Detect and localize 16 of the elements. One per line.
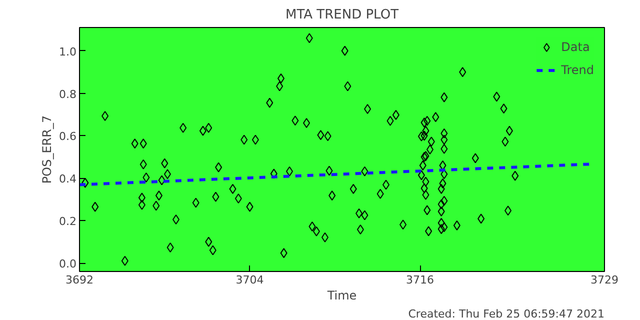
legend-label: Trend bbox=[561, 63, 594, 77]
x-tick-label: 3729 bbox=[590, 274, 619, 286]
x-axis-title: Time bbox=[326, 288, 357, 302]
x-tick-label: 3704 bbox=[236, 274, 264, 286]
chart-title: MTA TREND PLOT bbox=[285, 8, 399, 22]
text: Created: Thu Feb 25 06:59:47 2021 bbox=[408, 308, 605, 320]
y-tick-label: 0.8 bbox=[59, 88, 77, 101]
y-tick-label: 0.4 bbox=[59, 172, 77, 186]
y-axis-title: POS_ERR_7 bbox=[40, 115, 54, 184]
y-tick-label: 1.0 bbox=[59, 45, 77, 58]
y-tick-label: 0.6 bbox=[59, 130, 77, 144]
x-tick-label: 3716 bbox=[406, 274, 434, 286]
y-tick-label: 0.2 bbox=[59, 215, 77, 228]
y-tick-label: 0.0 bbox=[59, 258, 77, 271]
x-tick-label: 3692 bbox=[66, 274, 94, 286]
legend-label: Data bbox=[561, 40, 590, 54]
